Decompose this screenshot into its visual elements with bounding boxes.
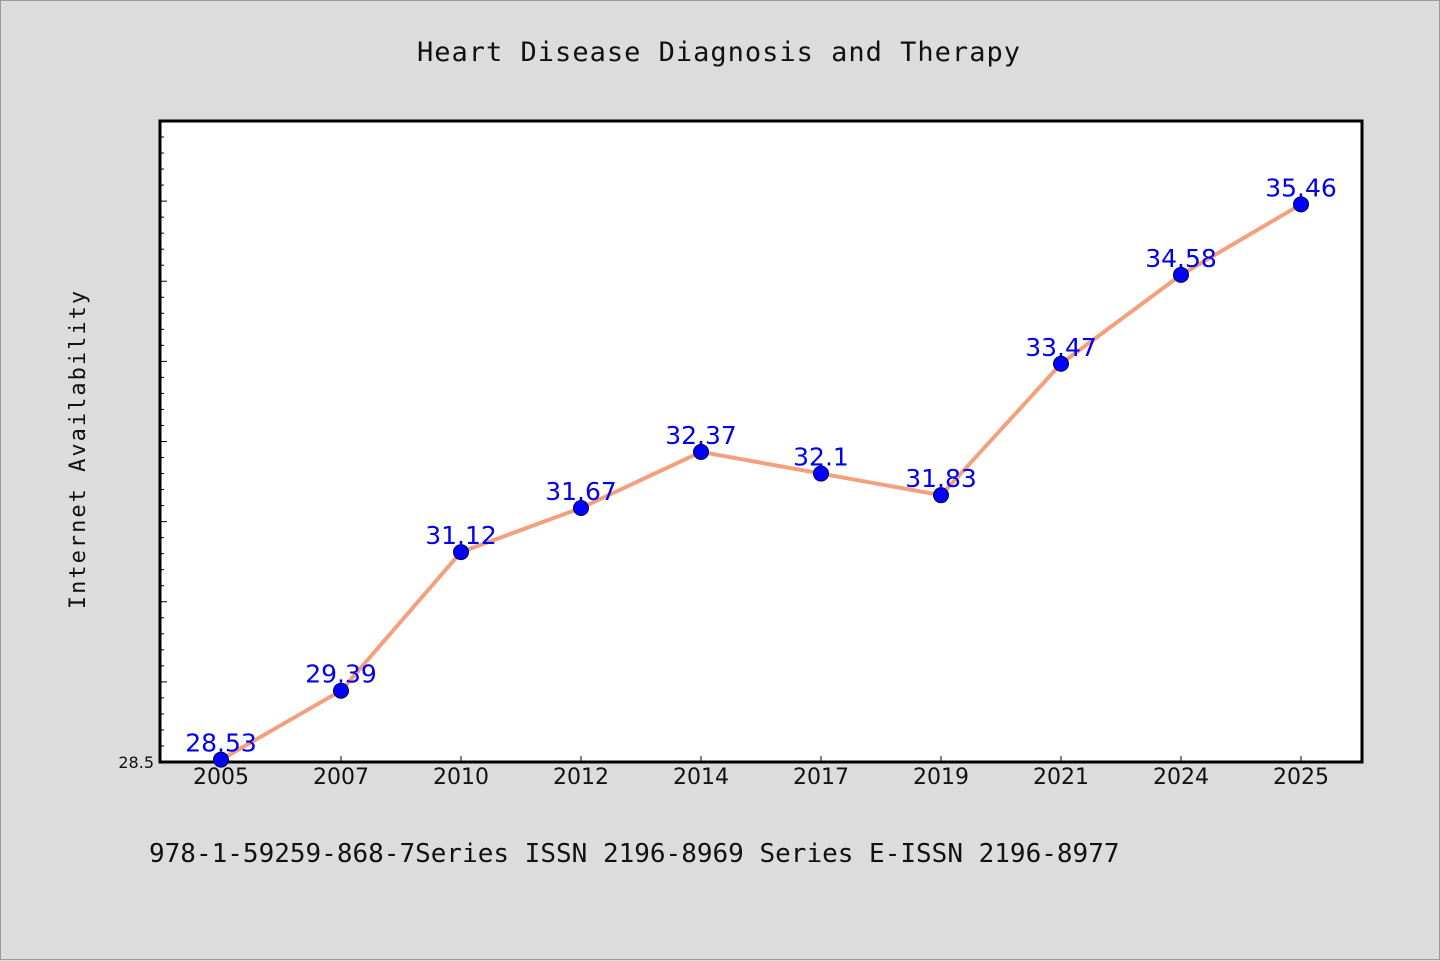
x-tick-label: 2005	[193, 765, 249, 790]
x-tick-label: 2012	[553, 765, 609, 790]
y-axis-label: Internet Availability	[66, 289, 91, 609]
data-point	[1293, 196, 1309, 213]
chart-title: Heart Disease Diagnosis and Therapy	[417, 37, 1021, 68]
plot-area	[158, 119, 1364, 764]
data-point	[813, 465, 829, 482]
x-tick-label: 2024	[1153, 765, 1209, 790]
x-tick-label: 2017	[793, 765, 849, 790]
data-point	[693, 443, 709, 460]
data-point	[453, 544, 469, 561]
y-axis-ticks: 28.5	[118, 120, 167, 772]
data-point	[333, 682, 349, 699]
series-line	[220, 202, 1303, 762]
x-tick-label: 2010	[433, 765, 489, 790]
x-tick-label: 2025	[1273, 765, 1329, 790]
series-group: 28.5329.3931.1231.6732.3732.131.8333.473…	[185, 173, 1337, 768]
footer-text: 978-1-59259-868-7Series ISSN 2196-8969 S…	[149, 839, 1120, 869]
data-point	[573, 500, 589, 517]
data-point	[213, 751, 229, 768]
data-point	[933, 487, 949, 504]
y-tick-label: 28.5	[118, 753, 154, 772]
x-tick-label: 2014	[673, 765, 729, 790]
data-point	[1173, 266, 1189, 283]
data-point	[1053, 355, 1069, 372]
x-tick-label: 2019	[913, 765, 969, 790]
x-axis-ticks: 2005 2007 2010 2012 2014 2017 2019 2021 2024 2025	[193, 756, 1329, 790]
x-tick-label: 2007	[313, 765, 369, 790]
x-tick-label: 2021	[1033, 765, 1089, 790]
